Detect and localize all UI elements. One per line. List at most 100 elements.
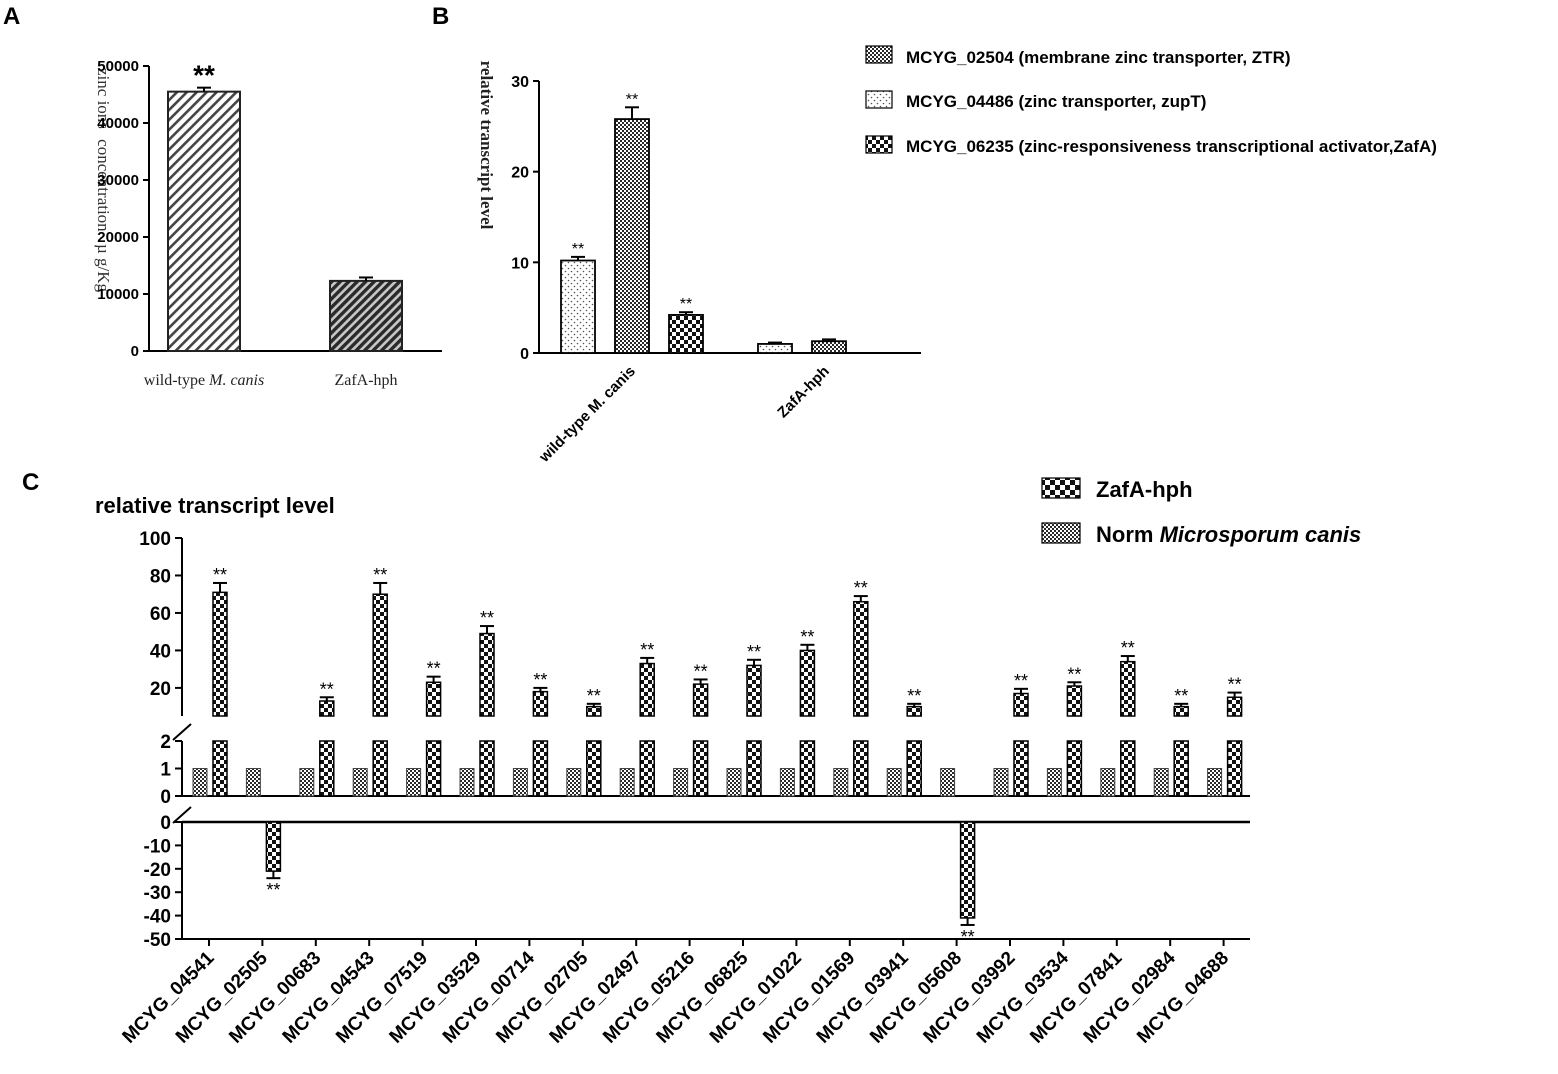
panel-c-significance: **: [480, 608, 494, 628]
panel-b-ytick-label: 0: [520, 346, 529, 363]
panel-c-bar-zafa-lower-part: [586, 740, 602, 797]
panel-a-xlabel-wildtype-prefix: wild-type: [144, 372, 209, 389]
panel-c-bar-norm: [1153, 768, 1169, 797]
legend-label-norm: Norm Microsporum canis: [1096, 522, 1361, 547]
panel-c-bar-zafa: [692, 683, 709, 717]
panel-c-bar-zafa-lower-part: [853, 740, 869, 797]
panel-c-bar-zafa-lower-part: [479, 740, 495, 797]
panel-c-bar-zafa-lower-part: [1226, 740, 1243, 797]
panel-c-bar-zafa-lower-part: [1173, 740, 1189, 797]
panel-c-bar-zafa: [906, 705, 922, 717]
panel-b-legend: MCYG_02504 (membrane zinc transporter, Z…: [865, 45, 1437, 156]
panel-c-xtick-label: MCYG_03992: [920, 948, 1020, 1048]
panel-c-xtick-label: MCYG_04688: [1133, 948, 1233, 1048]
panel-c-bar-norm: [886, 768, 902, 797]
panel-c-significance: **: [1121, 638, 1135, 658]
panel-c-xtick-label: MCYG_02984: [1080, 947, 1180, 1047]
panel-b-xlabel-wildtype: wild-type M. canis: [535, 363, 638, 466]
panel-a-ylabel-mu: µ: [94, 244, 113, 254]
panel-c-bar-zafa: [799, 649, 816, 717]
panel-c-ytick-label: 0: [160, 813, 171, 834]
panel-c-ytick-label: 80: [150, 566, 171, 587]
panel-c-ytick-label: 100: [139, 529, 171, 550]
panel-b-ytick-label: 30: [511, 74, 529, 91]
panel-b-significance: **: [626, 91, 638, 108]
panel-c-bar-zafa: [425, 681, 442, 717]
panel-b-bar: [757, 343, 793, 354]
panel-c-significance: **: [800, 627, 814, 647]
panel-c-bar-norm: [673, 768, 689, 797]
panel-b-significance: **: [680, 296, 692, 313]
panel-c-xtick-label: MCYG_00714: [439, 947, 539, 1047]
panel-c-significance: **: [747, 642, 761, 662]
panel-c-chart: relative transcript level ZafA-hph Norm …: [95, 477, 1361, 1048]
legend-swatch-zafa: [865, 135, 893, 154]
panel-label-b: B: [432, 3, 449, 30]
panel-c-significance: **: [266, 880, 280, 900]
panel-c-bar-zafa: [639, 662, 655, 717]
panel-c-significance: **: [213, 565, 227, 585]
panel-a-ylabel-zinc: zinc ions: [94, 68, 113, 129]
panel-a-chart: zinc ions concentration µ g/Kg 0 10000 200…: [94, 58, 442, 389]
panel-b-bar: [614, 118, 650, 354]
panel-label-c: C: [22, 469, 39, 496]
panel-c-bar-norm: [726, 768, 742, 797]
panel-c-bar-norm: [940, 768, 956, 797]
panel-c-bar-zafa-lower-part: [532, 740, 549, 797]
panel-b-ylabel: relative transcript level: [477, 61, 496, 230]
panel-c-ytick-label: 40: [150, 641, 171, 662]
panel-a-xlabel-zafa: ZafA-hph: [334, 372, 397, 389]
panel-c-significance: **: [961, 927, 975, 947]
panel-c-significance: **: [1174, 686, 1188, 706]
panel-c-bar-zafa: [372, 593, 388, 717]
panel-c-significance: **: [320, 679, 334, 699]
panel-c-ytick-label: 0: [160, 787, 171, 808]
panel-c-xtick-label: MCYG_03534: [973, 947, 1073, 1047]
panel-c-bar-norm: [352, 768, 368, 797]
panel-c-xtick-label: MCYG_02505: [172, 947, 272, 1047]
panel-c-xtick-label: MCYG_00683: [225, 948, 325, 1048]
panel-c-bar-norm: [1100, 768, 1116, 797]
panel-c-bar-zafa: [319, 700, 335, 717]
panel-c-bar-norm: [833, 768, 849, 797]
legend-swatch-zupt: [865, 90, 893, 109]
panel-c-significance: **: [640, 640, 654, 660]
panel-c-title: relative transcript level: [95, 493, 335, 518]
panel-c-ytick-label: -40: [144, 907, 171, 928]
panel-c-ytick-label: -50: [144, 930, 171, 951]
panel-c-bar-norm: [1046, 768, 1062, 797]
panel-c-bar-norm: [566, 768, 582, 797]
legend-label-zupt: MCYG_04486 (zinc transporter, zupT): [906, 92, 1206, 111]
panel-c-bar-norm: [619, 768, 635, 797]
panel-c-bar-zafa: [1120, 660, 1136, 717]
panel-c-xtick-label: MCYG_02497: [546, 948, 646, 1048]
panel-c-bar-norm: [1207, 768, 1223, 797]
panel-b-bar: [668, 314, 704, 354]
panel-c-xtick-label: MCYG_04543: [279, 948, 379, 1048]
panel-c-xtick-label: MCYG_03941: [813, 947, 913, 1047]
panel-c-bar-zafa-lower-part: [746, 740, 762, 797]
panel-c-ytick-label: 2: [160, 732, 171, 753]
panel-c-significance: **: [694, 661, 708, 681]
panel-c-bar-zafa-lower-part: [1066, 740, 1083, 797]
panel-c-ytick-label: -30: [144, 883, 171, 904]
panel-b-ytick-label: 20: [511, 165, 529, 182]
panel-a-ylabel: zinc ions concentration µ g/Kg: [94, 68, 113, 292]
panel-c-legend: ZafA-hph Norm Microsporum canis: [1041, 477, 1361, 547]
panel-c-bar-zafa: [479, 632, 495, 717]
panel-c-significance: **: [587, 686, 601, 706]
panel-c-xtick-label: MCYG_02705: [492, 947, 592, 1047]
panel-a-ytick-label: 0: [131, 343, 139, 360]
legend-label-ztr: MCYG_02504 (membrane zinc transporter, Z…: [906, 48, 1291, 67]
panel-c-significance: **: [1014, 671, 1028, 691]
panel-c-bar-zafa-lower-part: [1013, 740, 1029, 797]
panel-c-ytick-label: 60: [150, 604, 171, 625]
panel-b-xlabel-zafa: ZafA-hph: [774, 363, 833, 422]
panel-c-bar-norm: [512, 768, 528, 797]
panel-c-bar-zafa: [959, 821, 976, 919]
panel-c-bar-zafa: [586, 705, 602, 717]
panel-a-ytick-label: 20000: [97, 229, 139, 246]
panel-c-ytick-label: 1: [160, 760, 171, 781]
panel-c-bar-zafa-lower-part: [692, 740, 709, 797]
